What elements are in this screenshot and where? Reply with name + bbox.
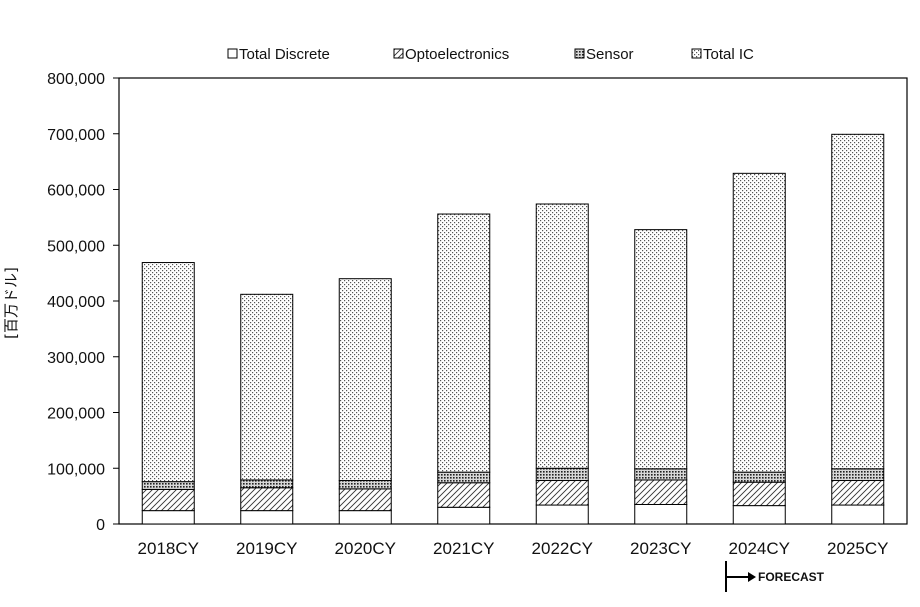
axes: 0 100,000 200,000 300,000 400,000 500,000 600,… (47, 71, 908, 534)
legend-label-total-ic: Total IC (703, 46, 754, 63)
y-tick-label: 800,000 (47, 71, 105, 88)
bar-segment-total-ic-2024cy (732, 172, 786, 473)
legend-label-optoelectronics: Optoelectronics (405, 46, 509, 63)
y-tick-label: 700,000 (47, 127, 105, 144)
legend-label-sensor: Sensor (586, 46, 634, 63)
legend: Total Discrete Optoelectronics Sensor Total… (227, 46, 754, 63)
bar-segment-optoelectronics-2018cy (141, 488, 195, 512)
bar-segment-total-ic-2025cy (831, 133, 885, 470)
bar-segment-optoelectronics-2021cy (437, 482, 491, 508)
x-tick-label: 2024CY (729, 539, 790, 558)
bar-segment-sensor-2021cy (437, 471, 491, 484)
bar-segment-optoelectronics-2019cy (240, 487, 294, 512)
bars: 2018CY 2019CY 2020CY 2021CY 2022CY 2023CY 2024… (138, 133, 888, 558)
y-tick-label: 300,000 (47, 350, 105, 367)
bar-segment-total-ic-2023cy (634, 229, 688, 470)
y-axis-label: [百万ドル] (2, 267, 20, 339)
legend-label-total-discrete: Total Discrete (239, 46, 330, 63)
bar-segment-total-ic-2020cy (338, 278, 392, 482)
x-tick-label: 2025CY (827, 539, 888, 558)
bar-segment-total-ic-2018cy (141, 262, 195, 483)
bar-segment-total-discrete-2020cy (338, 510, 392, 525)
y-tick-label: 400,000 (47, 294, 105, 311)
bar-segment-total-discrete-2021cy (437, 506, 491, 525)
y-tick-label: 600,000 (47, 183, 105, 200)
forecast-label: FORECAST (758, 570, 825, 584)
bar-segment-sensor-2025cy (831, 468, 885, 482)
bar-segment-total-ic-2021cy (437, 213, 491, 473)
y-tick-label: 500,000 (47, 238, 105, 255)
x-tick-label: 2021CY (433, 539, 494, 558)
forecast-annotation: FORECAST (725, 561, 825, 592)
y-tick-label: 100,000 (47, 461, 105, 478)
bar-segment-optoelectronics-2023cy (634, 479, 688, 505)
plot-frame (118, 77, 908, 525)
bar-segment-total-discrete-2018cy (141, 510, 195, 525)
bar-segment-total-ic-2022cy (535, 203, 589, 469)
bar-segment-optoelectronics-2024cy (732, 481, 786, 507)
bar-segment-sensor-2022cy (535, 467, 589, 482)
x-tick-label: 2022CY (532, 539, 593, 558)
x-tick-label: 2019CY (236, 539, 297, 558)
bar-segment-total-ic-2019cy (240, 293, 294, 481)
x-tick-label: 2020CY (335, 539, 396, 558)
x-tick-label: 2018CY (138, 539, 199, 558)
bar-segment-optoelectronics-2025cy (831, 480, 885, 506)
x-tick-label: 2023CY (630, 539, 691, 558)
legend-swatch-optoelectronics (393, 48, 404, 59)
bar-segment-sensor-2020cy (338, 480, 392, 490)
bar-segment-total-discrete-2024cy (732, 505, 786, 525)
bar-segment-sensor-2024cy (732, 471, 786, 483)
bar-segment-sensor-2019cy (240, 479, 294, 489)
forecast-arrow-head (748, 572, 756, 582)
bar-segment-optoelectronics-2022cy (535, 480, 589, 506)
bar-segment-total-discrete-2025cy (831, 504, 885, 525)
bar-segment-total-discrete-2023cy (634, 503, 688, 525)
bar-segment-total-discrete-2019cy (240, 510, 294, 525)
y-tick-label: 0 (96, 517, 105, 534)
legend-swatch-total-discrete (227, 48, 238, 59)
legend-swatch-total-ic (691, 48, 702, 59)
bar-segment-optoelectronics-2020cy (338, 488, 392, 512)
bar-segment-sensor-2018cy (141, 481, 195, 490)
y-tick-label: 200,000 (47, 406, 105, 423)
legend-swatch-sensor (574, 48, 585, 59)
bar-segment-sensor-2023cy (634, 468, 688, 481)
bar-segment-total-discrete-2022cy (535, 504, 589, 525)
